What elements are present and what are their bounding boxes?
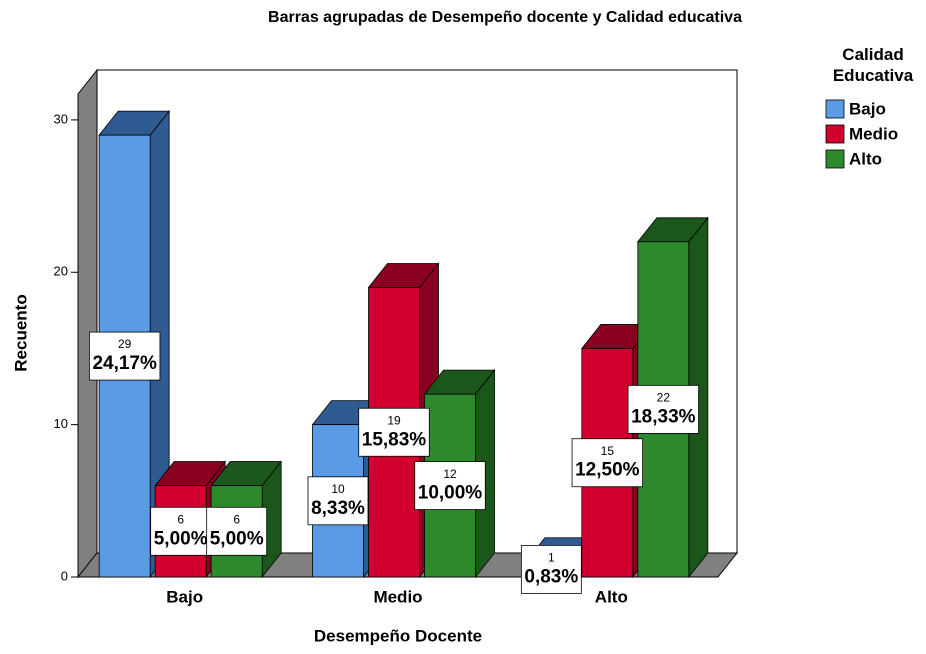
- data-label: 15 12,50%: [571, 438, 644, 488]
- legend-swatch: [825, 149, 845, 169]
- legend-label: Alto: [849, 149, 882, 168]
- data-label-count: 6: [177, 512, 184, 526]
- data-label-box: [150, 506, 212, 556]
- data-label: 29 24,17%: [88, 331, 161, 381]
- data-label-box: [307, 476, 369, 526]
- x-tick-label: Bajo: [166, 587, 203, 606]
- data-label-percent: 15,83%: [362, 429, 427, 450]
- data-label-count: 19: [387, 413, 401, 427]
- chart-title: Barras agrupadas de Desempeño docente y …: [268, 9, 742, 26]
- data-label: 6 5,00%: [150, 506, 212, 556]
- data-label-count: 15: [601, 444, 615, 458]
- data-label-percent: 0,83%: [524, 566, 578, 587]
- data-label: 10 8,33%: [307, 476, 369, 526]
- y-tick-label: 30: [54, 111, 68, 126]
- data-label-percent: 5,00%: [154, 528, 208, 549]
- data-label-percent: 18,33%: [631, 406, 696, 427]
- data-label-box: [88, 331, 161, 381]
- data-label-count: 22: [657, 391, 671, 405]
- legend-swatch: [825, 124, 845, 144]
- data-label: 12 10,00%: [414, 461, 486, 510]
- data-label-count: 10: [331, 482, 345, 496]
- data-label-percent: 10,00%: [418, 483, 483, 504]
- y-tick-label: 0: [61, 568, 68, 583]
- data-label-box: [206, 506, 268, 556]
- data-label-box: [414, 461, 486, 510]
- x-axis-title: Desempeño Docente: [314, 626, 482, 645]
- y-tick-label: 20: [54, 264, 68, 279]
- x-tick-label: Alto: [595, 587, 628, 606]
- y-axis-title: Recuento: [11, 294, 30, 371]
- data-label-percent: 24,17%: [92, 353, 157, 374]
- data-label-box: [571, 438, 644, 488]
- legend-label: Bajo: [849, 99, 886, 118]
- y-tick-label: 10: [54, 416, 68, 431]
- data-label: 10,83%: [520, 544, 582, 594]
- data-label-box: [520, 544, 582, 594]
- data-label-count: 12: [443, 467, 457, 481]
- legend-swatch: [825, 99, 845, 119]
- legend-label: Medio: [849, 124, 898, 143]
- data-label-count: 1: [548, 551, 555, 565]
- data-label-percent: 8,33%: [311, 498, 365, 519]
- x-tick-label: Medio: [373, 587, 422, 606]
- legend-title: Calidad Educativa: [832, 45, 914, 85]
- data-label-percent: 5,00%: [210, 528, 264, 549]
- data-label: 19 15,83%: [358, 407, 430, 457]
- side-wall: [77, 68, 98, 579]
- data-label-box: [358, 407, 430, 457]
- data-label: 6 5,00%: [206, 506, 268, 556]
- data-label-count: 29: [118, 337, 132, 351]
- data-label-count: 6: [233, 512, 240, 526]
- data-label-percent: 12,50%: [575, 460, 640, 481]
- data-label-box: [627, 384, 700, 434]
